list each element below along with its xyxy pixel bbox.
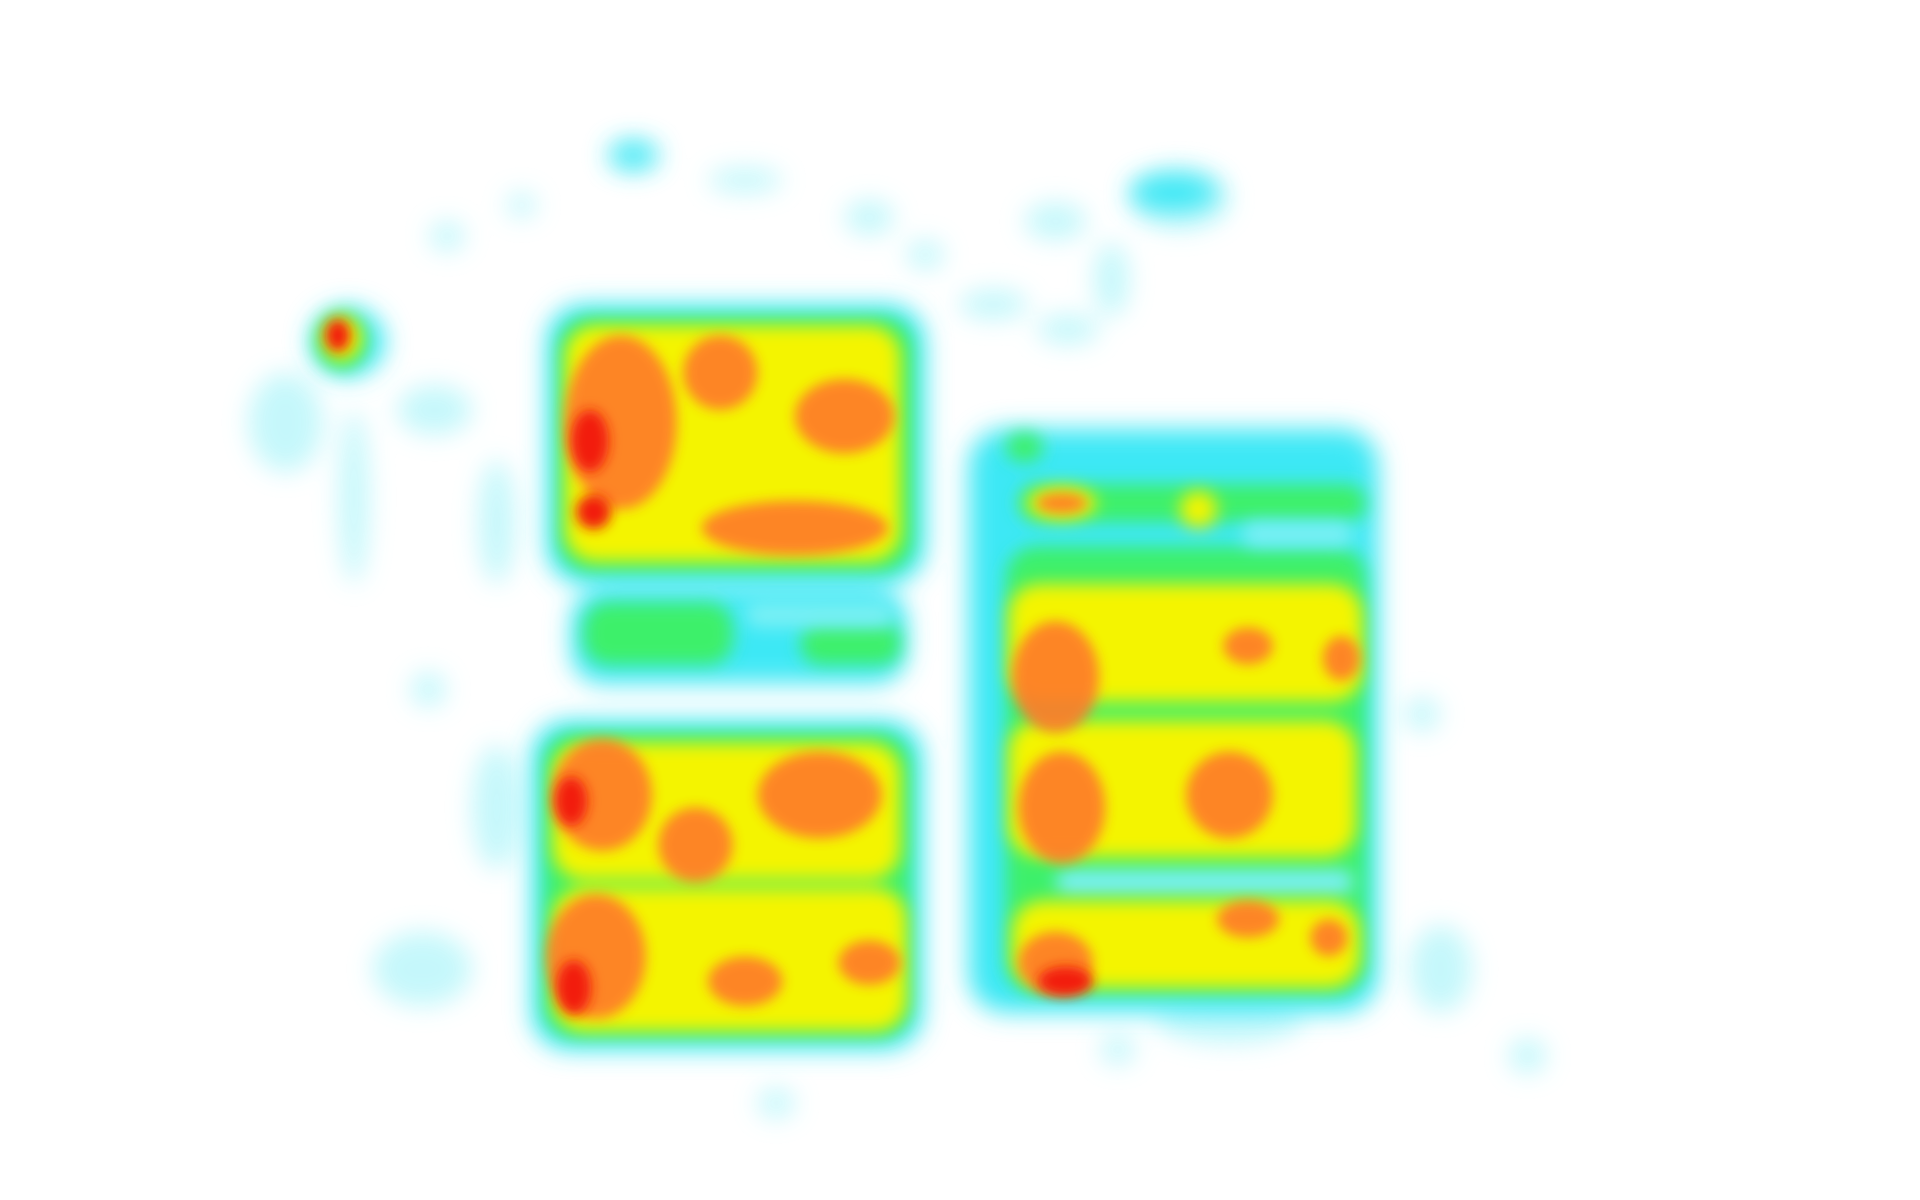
orange-layer bbox=[546, 335, 1360, 1019]
gap-layer bbox=[745, 521, 1354, 895]
red-layer bbox=[325, 319, 1093, 1015]
